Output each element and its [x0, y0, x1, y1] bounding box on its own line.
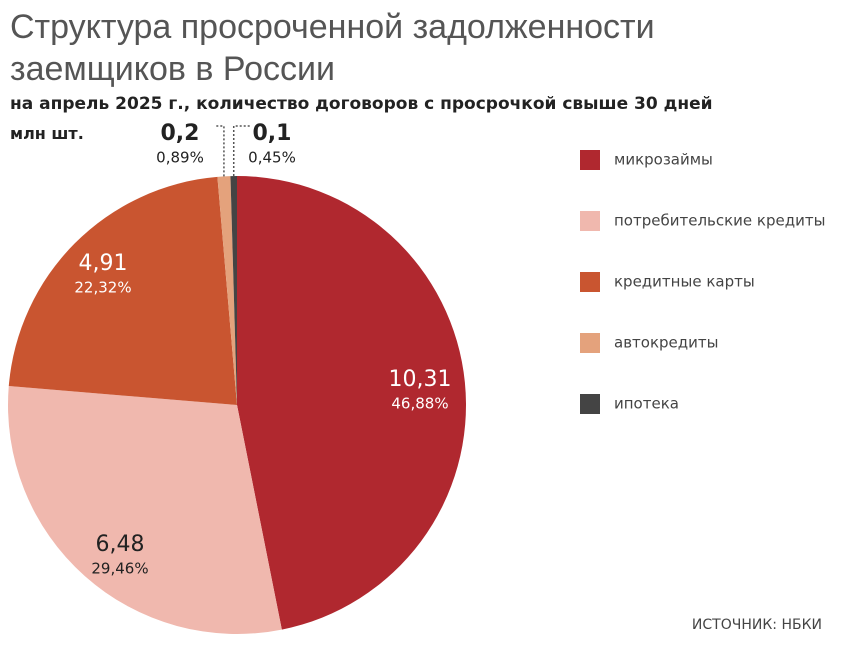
leader-line — [232, 125, 250, 177]
legend-label: потребительские кредиты — [614, 212, 825, 230]
percent-label: 0,45% — [248, 149, 296, 167]
pie-slice — [217, 176, 237, 405]
percent-label: 29,46% — [91, 560, 148, 578]
unit-label: млн шт. — [10, 124, 84, 143]
legend-label: ипотека — [614, 395, 679, 413]
leader-line — [215, 125, 225, 177]
legend-label: кредитные карты — [614, 273, 755, 291]
legend-swatch — [580, 394, 600, 414]
legend-swatch — [580, 333, 600, 353]
value-label: 0,1 — [253, 121, 292, 146]
legend-swatch — [580, 211, 600, 231]
percent-label: 46,88% — [391, 395, 448, 413]
value-label: 4,91 — [79, 251, 128, 276]
chart-subtitle: на апрель 2025 г., количество договоров … — [10, 94, 713, 114]
value-label: 6,48 — [96, 532, 145, 557]
percent-label: 22,32% — [74, 279, 131, 297]
legend-swatch — [580, 150, 600, 170]
pie-slice — [8, 386, 282, 634]
source-note: ИСТОЧНИК: НБКИ — [691, 617, 822, 633]
legend-label: автокредиты — [614, 334, 718, 352]
value-label: 0,2 — [161, 121, 200, 146]
chart-title: Структура просроченной задолженности зае… — [10, 8, 655, 88]
legend-swatch — [580, 272, 600, 292]
legend-label: микрозаймы — [614, 151, 713, 169]
pie-slice — [230, 176, 237, 405]
pie-slice — [8, 176, 237, 405]
percent-label: 0,89% — [156, 149, 204, 167]
pie-slice — [237, 176, 466, 630]
value-label: 10,31 — [389, 367, 452, 392]
